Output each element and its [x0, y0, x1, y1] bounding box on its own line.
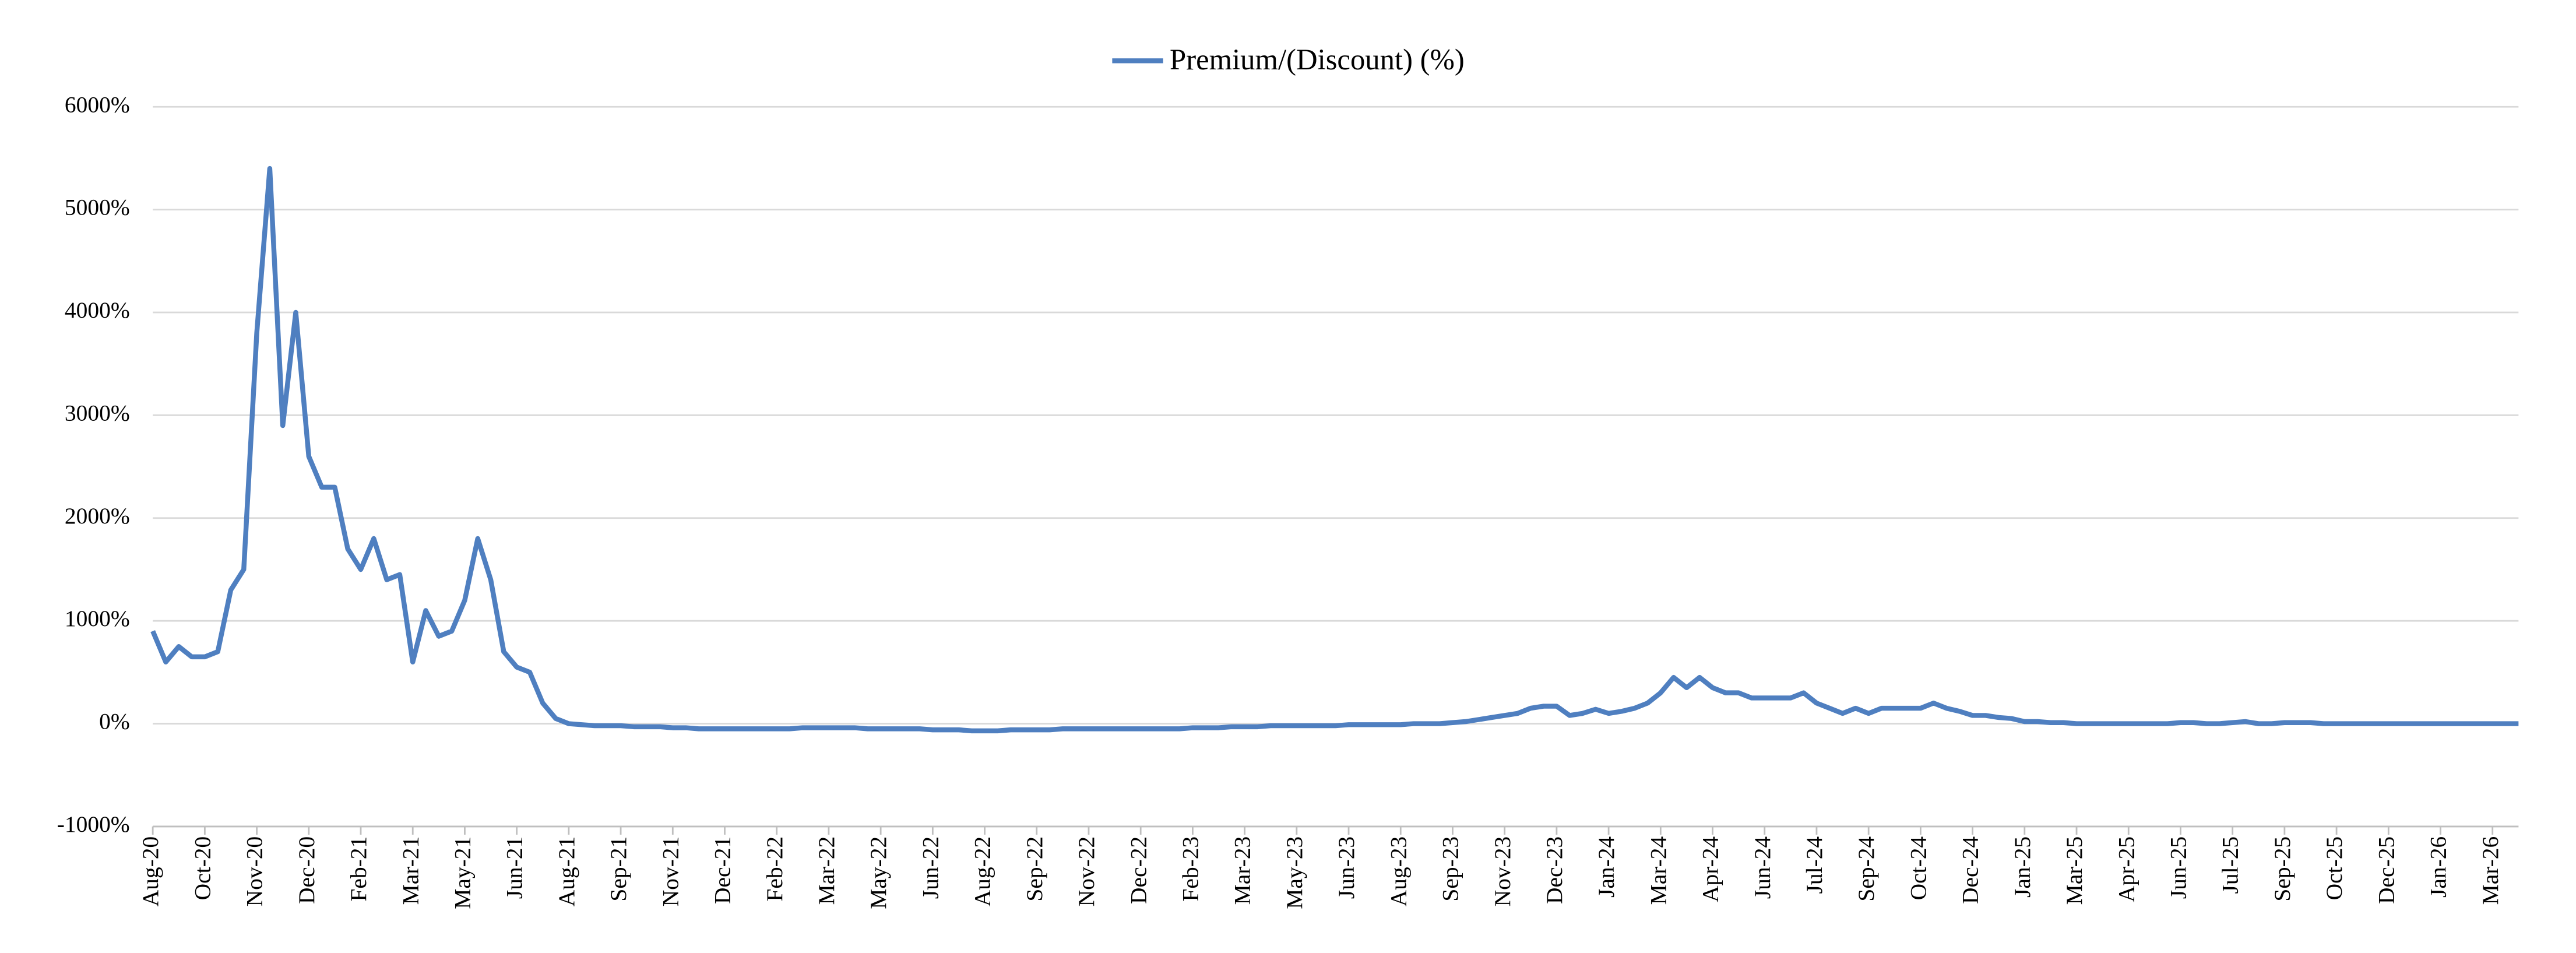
x-tick-label: Dec-25 — [2373, 836, 2399, 904]
x-tick-label: Jun-22 — [917, 836, 943, 899]
x-tick-label: Sep-25 — [2269, 836, 2295, 902]
x-tick-label: Mar-22 — [814, 836, 839, 905]
x-tick-label: Aug-21 — [554, 836, 579, 907]
x-tick-label: Jul-24 — [1801, 836, 1827, 894]
legend-label: Premium/(Discount) (%) — [1170, 43, 1465, 76]
x-tick-label: Jun-24 — [1750, 836, 1775, 899]
x-tick-label: Jun-23 — [1333, 836, 1359, 899]
x-tick-label: Jul-25 — [2218, 836, 2243, 894]
x-tick-label: Mar-26 — [2478, 836, 2503, 905]
x-tick-label: Nov-23 — [1490, 836, 1515, 907]
x-tick-label: Nov-20 — [242, 836, 268, 907]
x-tick-label: Aug-20 — [138, 836, 163, 907]
x-tick-label: Nov-22 — [1074, 836, 1099, 907]
x-tick-label: Feb-21 — [346, 836, 371, 902]
x-tick-label: Dec-21 — [710, 836, 736, 904]
x-tick-label: Nov-21 — [657, 836, 683, 907]
x-tick-label: Jan-24 — [1593, 836, 1619, 898]
x-tick-label: Dec-24 — [1958, 836, 1983, 904]
x-tick-label: Dec-22 — [1125, 836, 1151, 904]
x-tick-label: May-21 — [449, 836, 475, 909]
x-tick-label: Aug-23 — [1385, 836, 1411, 907]
x-tick-label: Dec-20 — [294, 836, 319, 904]
x-tick-label: Jan-26 — [2426, 836, 2451, 898]
y-tick-label: -1000% — [57, 811, 130, 837]
x-tick-label: Sep-22 — [1022, 836, 1047, 902]
x-tick-label: Sep-21 — [606, 836, 631, 902]
x-tick-label: Aug-22 — [970, 836, 995, 907]
x-tick-label: Apr-24 — [1698, 836, 1723, 902]
y-tick-label: 0% — [99, 709, 130, 734]
x-tick-label: Jun-21 — [502, 836, 527, 899]
x-tick-label: Dec-23 — [1542, 836, 1567, 904]
y-tick-label: 3000% — [65, 400, 130, 425]
x-tick-label: Jan-25 — [2010, 836, 2035, 898]
x-tick-label: May-22 — [865, 836, 891, 909]
x-tick-label: Sep-23 — [1438, 836, 1463, 902]
data-line — [150, 166, 2519, 734]
x-tick-label: Sep-24 — [1853, 836, 1879, 902]
y-tick-label: 1000% — [65, 606, 130, 631]
x-tick-label: Mar-25 — [2061, 836, 2087, 905]
x-tick-label: Mar-23 — [1230, 836, 1255, 905]
y-tick-label: 5000% — [65, 195, 130, 220]
x-tick-label: Oct-20 — [189, 836, 215, 901]
y-tick-label: 4000% — [65, 297, 130, 323]
x-tick-label: Feb-23 — [1177, 836, 1203, 902]
x-tick-label: Mar-24 — [1645, 836, 1671, 905]
x-tick-label: Jun-25 — [2166, 836, 2191, 899]
y-tick-label: 6000% — [65, 92, 130, 117]
x-tick-label: Oct-24 — [1905, 836, 1931, 901]
x-tick-label: May-23 — [1282, 836, 1307, 909]
x-tick-label: Mar-21 — [397, 836, 423, 905]
y-tick-label: 2000% — [65, 503, 130, 529]
x-tick-label: Apr-25 — [2113, 836, 2139, 902]
x-tick-label: Oct-25 — [2321, 836, 2347, 901]
x-tick-label: Feb-22 — [762, 836, 787, 902]
